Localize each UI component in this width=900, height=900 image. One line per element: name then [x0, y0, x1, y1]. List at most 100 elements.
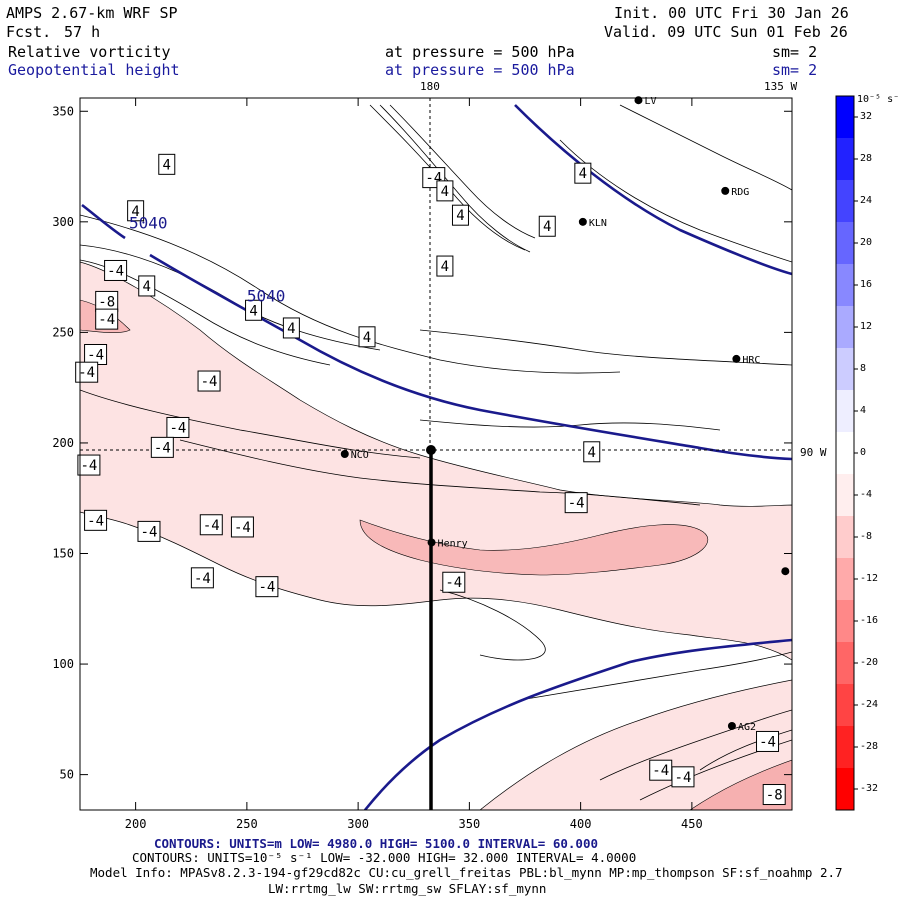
vorticity-label-box: [762, 784, 786, 806]
vorticity-label: -4: [445, 575, 462, 591]
vorticity-label-box: [84, 509, 108, 531]
vorticity-label: -4: [141, 524, 158, 540]
vorticity-label: -8: [766, 788, 783, 804]
x-tick-label: 200: [125, 817, 147, 831]
colorbar: 10⁻⁵ s⁻¹ 32 28 24 20 16 12 8 4 0 -4 -8 -12 -16 -20 -24…: [835, 94, 900, 811]
vorticity-label: -4: [87, 513, 104, 529]
sm2: sm= 2: [772, 61, 817, 79]
colorbar-tick-label: 24: [860, 195, 872, 206]
vorticity-label: -4: [759, 734, 776, 750]
y-tick-label: 300: [52, 215, 74, 229]
vorticity-label: -4: [201, 374, 218, 390]
vorticity-label-box: [564, 492, 588, 514]
colorbar-tick-label: 20: [860, 237, 872, 248]
vorticity-label-box: [127, 200, 145, 222]
footer-line-1: CONTOURS: UNITS=m LOW= 4980.0 HIGH= 5100…: [154, 836, 598, 851]
x-tick-label: 400: [570, 817, 592, 831]
vorticity-label: 4: [543, 219, 551, 235]
y-tick-label: 350: [52, 104, 74, 118]
colorbar-tick-label: -4: [860, 489, 872, 500]
contour-line: [419, 329, 792, 366]
station-label: KLN: [589, 218, 607, 229]
y-tick-label: 250: [52, 325, 74, 339]
footer-line-3: Model Info: MPASv8.2.3-194-gf29cd82c CU:…: [90, 865, 843, 880]
vorticity-label-box: [138, 275, 156, 297]
colorbar-segment: [836, 516, 854, 558]
vorticity-label-box: [158, 153, 176, 175]
vorticity-label: 4: [287, 321, 295, 337]
colorbar-segment: [836, 306, 854, 348]
station-label: LV: [644, 96, 656, 107]
station-label: Henry: [438, 538, 468, 549]
contour-line: [419, 419, 721, 431]
station-marker: [634, 96, 643, 105]
vorticity-label: -4: [78, 365, 95, 381]
vorticity-label-box: [166, 416, 190, 438]
colorbar-tick-label: 8: [860, 363, 866, 374]
vorticity-label-box: [671, 766, 695, 788]
vorticity-label-box: [436, 255, 454, 277]
lon-label-top-right: 135 W: [764, 80, 797, 93]
vorticity-label: -4: [98, 312, 115, 328]
stations: LV RDG KLN HRC NCO Henry AG2: [340, 96, 790, 733]
colorbar-tick-label: -24: [860, 699, 878, 710]
contour-line: [80, 389, 421, 459]
colorbar-tick-label: 16: [860, 279, 872, 290]
colorbar-segment: [836, 726, 854, 768]
colorbar-segment: [836, 474, 854, 516]
contour-line: [389, 104, 536, 239]
vorticity-label-box: [197, 370, 221, 392]
model-title: AMPS 2.67-km WRF SP: [6, 4, 178, 22]
station-marker: [732, 354, 741, 363]
colorbar-tick-label: 32: [860, 111, 872, 122]
level2: at pressure = 500 hPa: [385, 61, 575, 79]
colorbar-segment: [836, 642, 854, 684]
footer: CONTOURS: UNITS=m LOW= 4980.0 HIGH= 5100…: [90, 836, 843, 896]
vorticity-label: -4: [568, 496, 585, 512]
station-marker: [340, 450, 349, 458]
height-contour-5040-west: [81, 203, 126, 240]
station-label: AG2: [738, 722, 756, 733]
vorticity-label-box: [104, 259, 128, 281]
colorbar-segment: [836, 684, 854, 726]
colorbar-tick-label: -16: [860, 615, 878, 626]
height-labels: 5040 5040: [129, 213, 285, 305]
colorbar-segment: [836, 222, 854, 264]
colorbar-tick-label: 12: [860, 321, 872, 332]
colorbar-tick-label: -12: [860, 573, 878, 584]
y-tick-label: 200: [52, 436, 74, 450]
vorticity-label-box: [574, 162, 592, 184]
vorticity-label-box: [255, 576, 279, 598]
colorbar-segment: [836, 432, 854, 474]
contour-line: [179, 439, 701, 506]
colorbar-segment: [836, 96, 854, 138]
vorticity-label: -4: [154, 440, 171, 456]
vorticity-label: 4: [363, 330, 371, 346]
vorticity-label: 4: [456, 208, 464, 224]
vorticity-label-box: [245, 299, 263, 321]
lon-label-top: 180: [420, 80, 440, 93]
colorbar-tick-label: 0: [860, 447, 866, 458]
axes: 200 250 300 350 400 450 50 100 150 200 250 300 350: [52, 98, 792, 831]
vorticity-label: -4: [234, 520, 251, 536]
vorticity-label-box: [358, 326, 376, 348]
station-label: RDG: [731, 187, 749, 198]
station-label: HRC: [742, 355, 760, 366]
vorticity-label: 4: [249, 303, 257, 319]
x-tick-label: 300: [347, 817, 369, 831]
colorbar-tick-label: -8: [860, 531, 872, 542]
contour-line: [619, 104, 792, 191]
contour-line: [559, 139, 792, 263]
y-tick-label: 100: [52, 657, 74, 671]
contour-line: [699, 729, 792, 771]
vorticity-label: 4: [588, 445, 596, 461]
contour-line: [80, 214, 621, 374]
y-tick-label: 150: [52, 547, 74, 561]
var1-name: Relative vorticity: [8, 43, 171, 61]
header: AMPS 2.67-km WRF SP Fcst. 57 h Init. 00 …: [6, 4, 849, 79]
vorticity-label: 4: [131, 204, 139, 220]
vorticity-label-box: [230, 516, 254, 538]
vorticity-label-box: [436, 180, 454, 202]
station-label: NCO: [351, 450, 369, 461]
contour-line: [439, 589, 546, 661]
